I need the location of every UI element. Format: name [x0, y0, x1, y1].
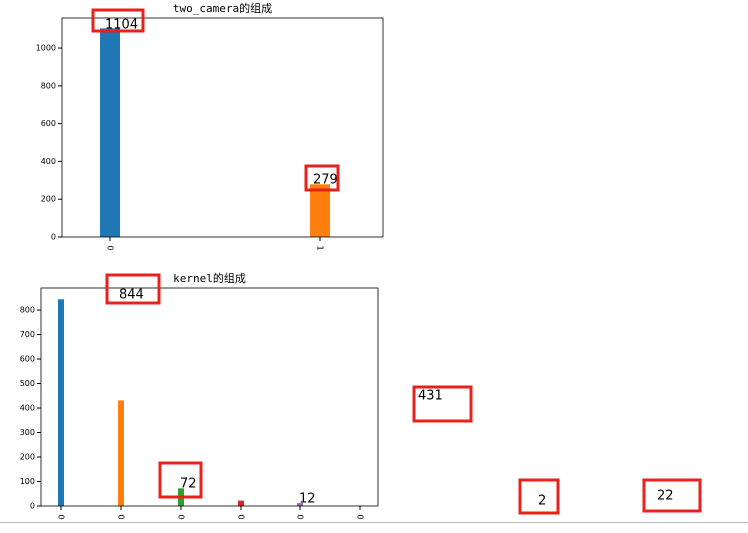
x-tick-label: 0 — [237, 514, 246, 519]
y-tick-label: 0 — [51, 233, 56, 242]
x-tick-label: 1 — [316, 245, 325, 250]
y-tick-label: 500 — [20, 379, 35, 388]
data-label: 1104 — [105, 18, 138, 33]
x-tick-label: 0 — [296, 514, 305, 519]
plot-frame — [61, 17, 384, 238]
y-tick-label: 200 — [20, 453, 35, 462]
bar — [100, 28, 120, 238]
chart-title: kernel的组成 — [173, 271, 246, 285]
x-tick-label: 0 — [356, 514, 365, 519]
bar — [58, 299, 64, 506]
y-tick-label: 300 — [20, 428, 35, 437]
y-tick-label: 0 — [30, 502, 35, 511]
y-tick-label: 100 — [20, 477, 35, 486]
plot-frame — [40, 287, 379, 507]
bar — [297, 503, 303, 506]
data-label: 72 — [180, 477, 197, 492]
y-tick-label: 600 — [41, 119, 56, 128]
data-label: 2 — [538, 494, 546, 509]
highlight-box — [105, 273, 161, 305]
bar — [118, 400, 124, 506]
highlight-box — [158, 461, 203, 499]
highlight-box — [304, 164, 340, 192]
highlight-box — [518, 478, 560, 515]
y-tick-label: 800 — [20, 306, 35, 315]
data-label: 431 — [418, 389, 443, 404]
y-tick-label: 700 — [20, 330, 35, 339]
y-tick-label: 600 — [20, 355, 35, 364]
x-tick-label: 0 — [177, 514, 186, 519]
data-label: 22 — [657, 489, 674, 504]
x-tick-label: 0 — [106, 245, 115, 250]
highlight-box — [412, 385, 473, 423]
bar — [238, 500, 244, 506]
data-label: 279 — [313, 173, 338, 188]
chart-title: two_camera的组成 — [173, 1, 272, 15]
y-tick-label: 800 — [41, 81, 56, 90]
highlight-box — [91, 8, 145, 33]
x-tick-label: 0 — [117, 514, 126, 519]
highlight-box — [642, 478, 702, 513]
data-label: 844 — [119, 288, 144, 303]
bar — [310, 184, 330, 237]
y-tick-label: 400 — [20, 404, 35, 413]
y-tick-label: 200 — [41, 195, 56, 204]
data-label: 12 — [299, 492, 316, 507]
x-tick-label: 0 — [57, 514, 66, 519]
charts: two_camera的组成02004006008001000011041279k… — [20, 1, 674, 520]
y-tick-label: 400 — [41, 157, 56, 166]
y-tick-label: 1000 — [36, 44, 56, 53]
